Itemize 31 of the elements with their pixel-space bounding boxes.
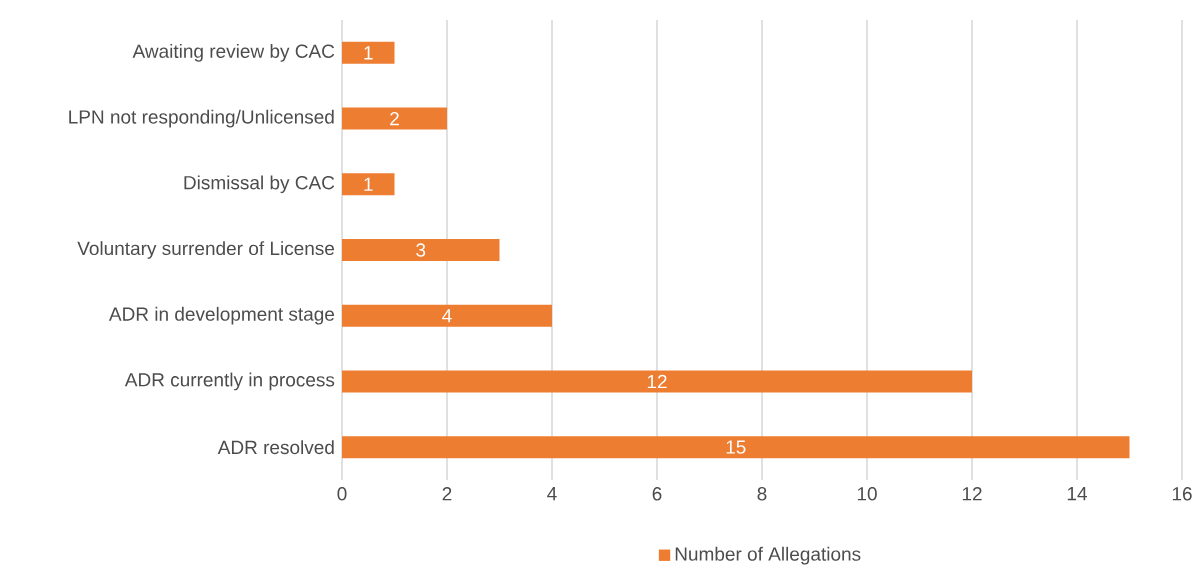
bar: [342, 239, 500, 262]
bar: [342, 107, 447, 130]
x-tick-label: 10: [857, 487, 877, 501]
data-label: 12: [647, 374, 667, 389]
bar: [342, 370, 972, 393]
y-tick-label: Dismissal by CAC: [184, 175, 335, 194]
y-tick-label: Voluntary surrender of License: [77, 241, 335, 259]
bar: [342, 436, 1130, 459]
data-label: 1: [364, 46, 373, 60]
data-label: 2: [390, 111, 399, 126]
y-tick-label: ADR resolved: [217, 440, 334, 455]
x-tick-label: 16: [1172, 487, 1192, 501]
x-tick-label: 2: [442, 487, 452, 501]
y-tick-label: LPN not responding/Unlicensed: [69, 109, 334, 128]
x-tick-label: 12: [962, 487, 982, 501]
x-tick-label: 8: [757, 487, 767, 501]
y-tick-label: ADR currently in process: [124, 372, 335, 391]
x-tick-label: 6: [652, 487, 662, 501]
bar: [342, 173, 395, 196]
y-tick-label: Awaiting review by CAC: [132, 44, 335, 62]
legend-label: Number of Allegations: [675, 546, 861, 565]
y-tick-label: ADR in development stage: [108, 306, 335, 325]
x-tick-label: 14: [1067, 487, 1087, 501]
bar: [342, 304, 552, 327]
data-label: 1: [364, 177, 373, 191]
data-label: 3: [416, 243, 426, 257]
x-tick-label: 0: [337, 487, 347, 501]
data-label: 4: [442, 309, 452, 323]
x-tick-label: 4: [547, 487, 557, 501]
bar: [342, 41, 395, 64]
data-label: 15: [726, 440, 746, 454]
